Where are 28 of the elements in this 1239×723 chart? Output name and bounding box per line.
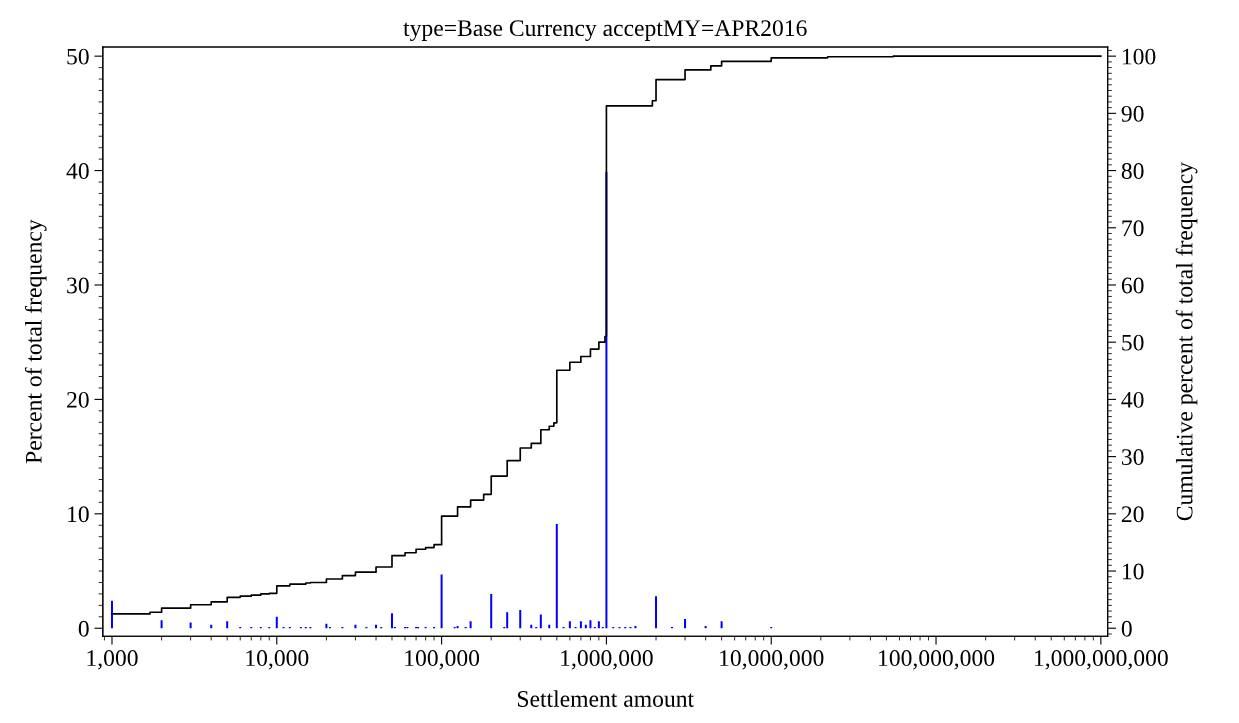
y2-tick-label: 90 [1121,105,1144,122]
y2-tick-label: 60 [1121,277,1144,294]
x-axis-title: Settlement amount [517,690,694,707]
y2-tick-label: 100 [1122,48,1156,65]
y-tick-label: 30 [67,277,89,294]
x-tick-label: 1,000 [87,650,138,670]
x-tick-label: 10,000,000 [720,650,824,670]
y-tick-label: 0 [78,620,89,637]
y-axis-title: Percent of total frequency [24,219,47,464]
y-tick-label: 40 [66,163,89,179]
x-tick-label: 10,000 [246,650,309,670]
y2-tick-label: 80 [1121,163,1144,179]
x-tick-label: 1,000,000,000 [1035,650,1168,670]
chart-title: type=Base Currency acceptMY=APR2016 [403,20,807,41]
y2-tick-label: 40 [1121,391,1144,408]
x-tick-label: 1,000,000 [561,650,653,670]
y-tick-label: 50 [67,48,89,65]
y-tick-label: 20 [67,391,89,408]
y2-tick-label: 30 [1121,449,1144,466]
x-tick-label: 100,000,000 [879,650,995,670]
y2-axis-title: Cumulative percent of total frequency [1175,162,1198,521]
y2-tick-label: 70 [1122,220,1144,237]
x-tick-label: 100,000 [405,650,480,670]
y2-tick-label: 10 [1122,563,1144,580]
y2-tick-label: 0 [1121,620,1132,637]
y-tick-label: 10 [68,506,89,523]
y2-tick-label: 20 [1121,506,1144,523]
y2-tick-label: 50 [1122,334,1144,351]
